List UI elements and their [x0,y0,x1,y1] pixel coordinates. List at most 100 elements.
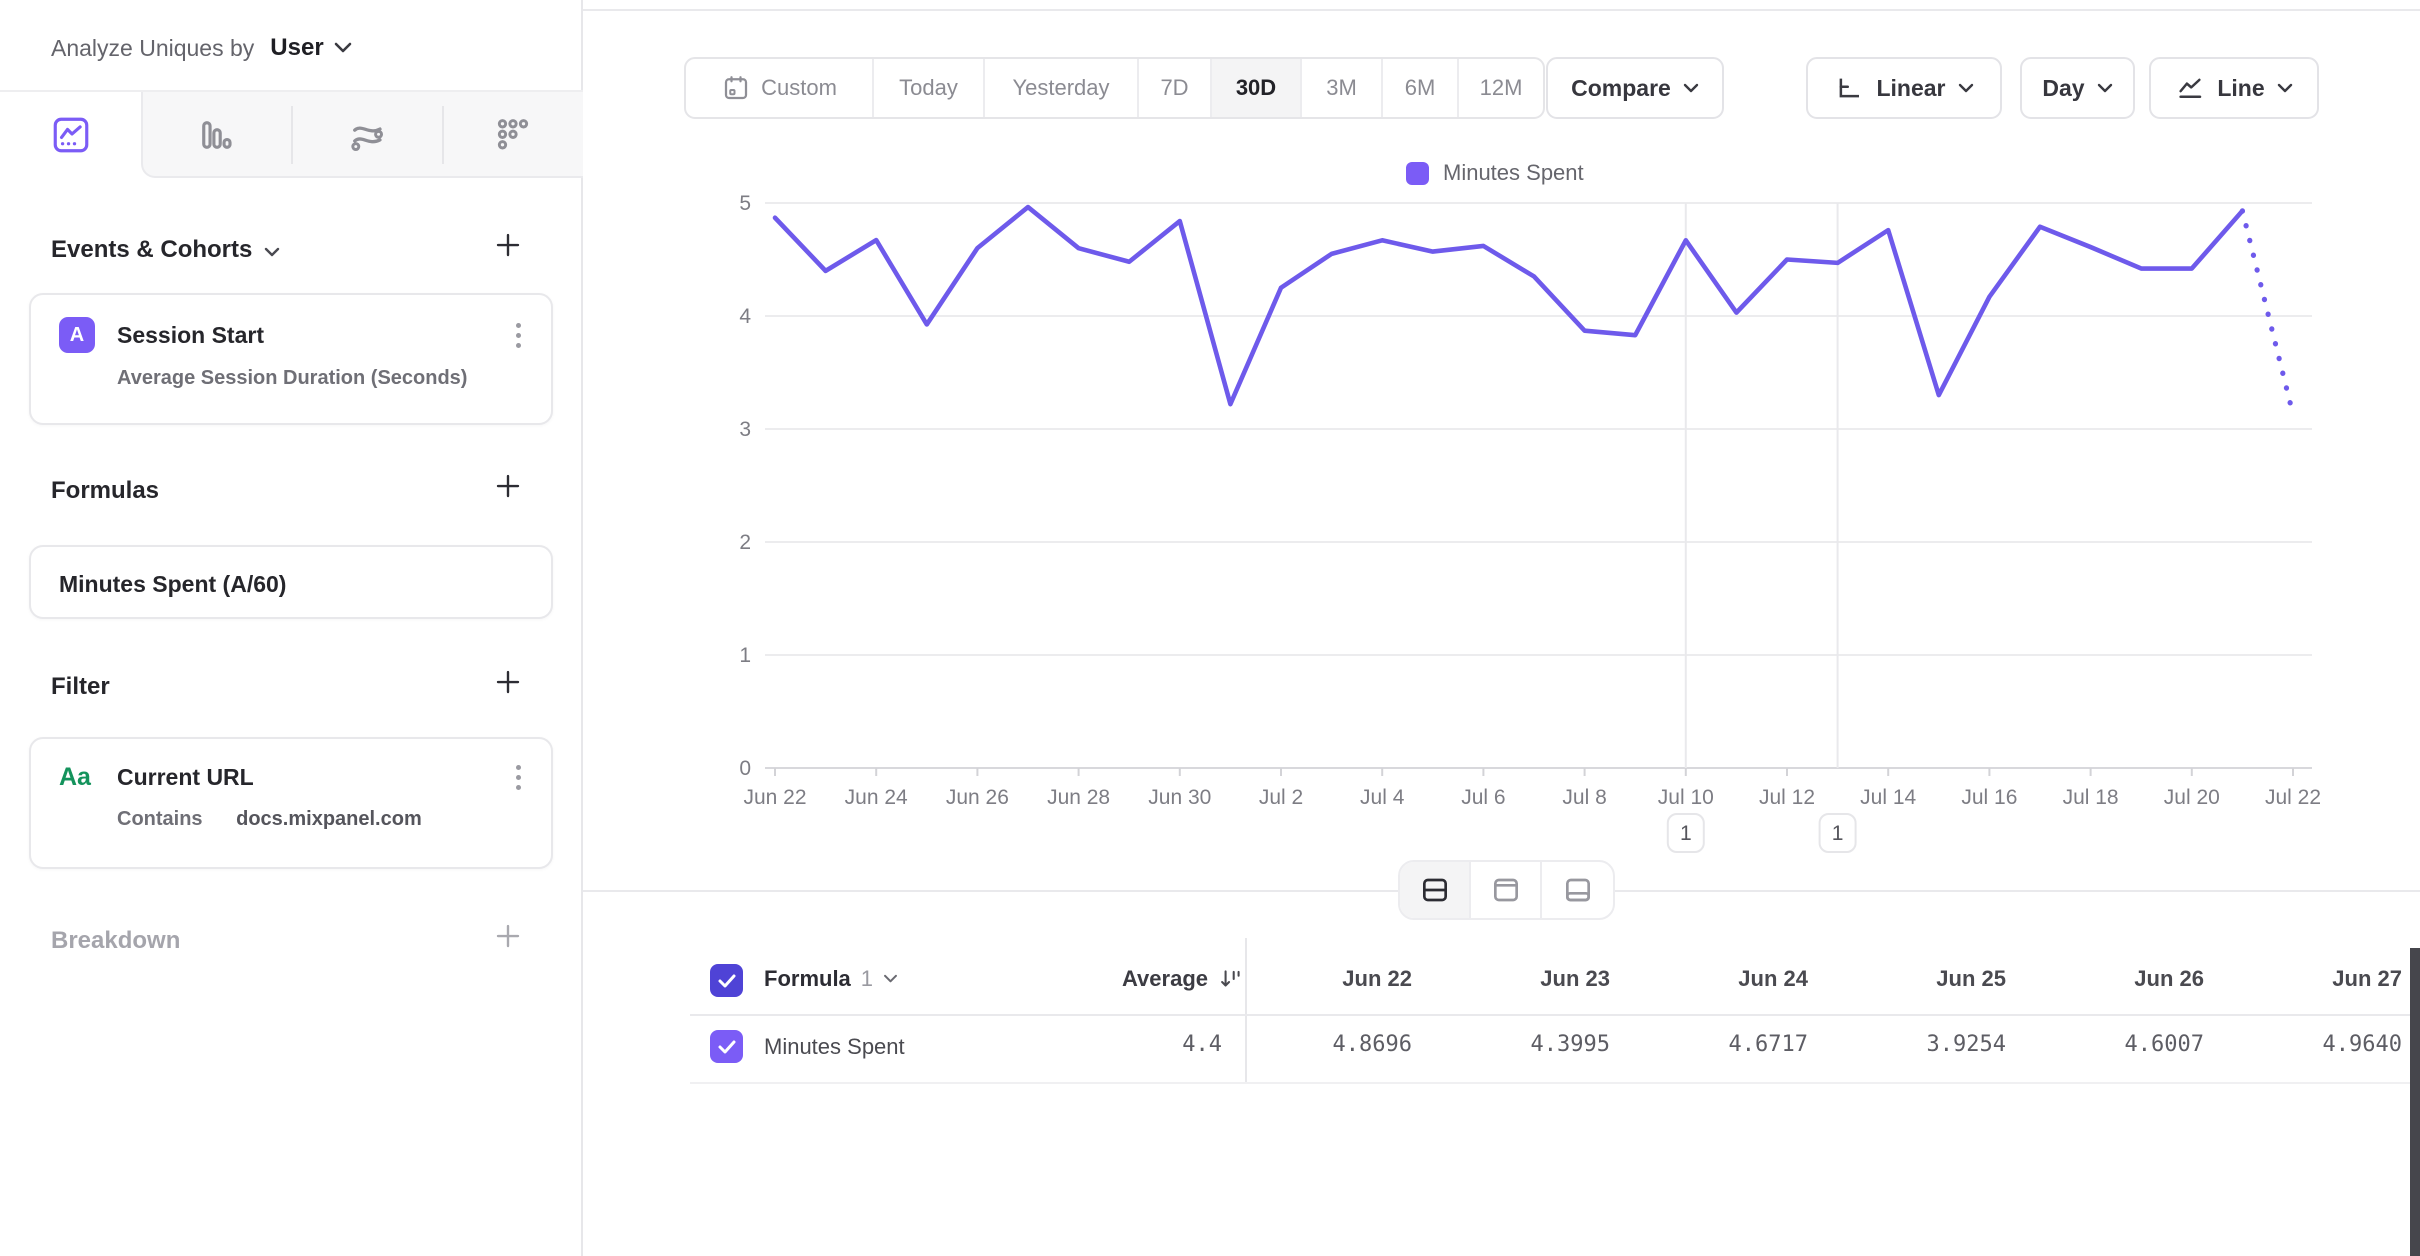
string-property-icon: Aa [59,763,91,791]
add-formula-button[interactable] [493,471,523,506]
filter-operator[interactable]: Contains [117,808,203,830]
formula-group-header[interactable]: Formula 1 [764,966,898,992]
date-range-7d[interactable]: 7D [1139,59,1212,117]
chart-type-dropdown[interactable]: Line [2149,57,2319,119]
tab-flow[interactable] [291,92,442,178]
table-cell-value-jun-25: 3.9254 [1926,1032,2006,1057]
table-horizontal-scrollbar[interactable] [2410,948,2420,1256]
date-range-12m[interactable]: 12M [1459,59,1543,117]
table-header-divider [690,1014,2420,1016]
chevron-down-icon [2097,83,2112,92]
filter-value[interactable]: docs.mixpanel.com [236,808,422,830]
chevron-down-icon[interactable] [264,247,280,258]
y-axis-label: 1 [739,644,751,667]
date-range-yesterday[interactable]: Yesterday [985,59,1139,117]
date-range-custom[interactable]: Custom [686,59,874,117]
linear-axis-icon [1840,78,1860,98]
y-axis-label: 4 [739,305,751,328]
events-cohorts-title: Events & Cohorts [51,236,253,263]
layout-table-only-button[interactable] [1542,862,1613,918]
date-range-label: 12M [1479,75,1523,100]
tab-divider [442,106,444,164]
date-range-label: 3M [1326,75,1357,100]
date-range-6m[interactable]: 6M [1383,59,1459,117]
add-breakdown-button[interactable] [493,921,523,956]
x-axis-label: Jul 16 [1961,786,2017,809]
layout-split-view-button[interactable] [1400,862,1471,918]
y-axis-label: 5 [739,192,751,215]
filter-options-kebab-icon[interactable] [510,761,527,794]
event-card-session-start[interactable]: A Session Start Average Session Duration… [29,293,553,425]
date-range-3m[interactable]: 3M [1302,59,1383,117]
query-builder-sidebar: Analyze Uniques by User [0,0,583,1256]
line-type-icon [2179,78,2202,98]
tab-retention-grid[interactable] [442,92,583,178]
x-axis-label: Jun 24 [845,786,908,809]
tab-line-chart[interactable] [0,92,141,178]
date-range-label: Custom [761,75,837,100]
filter-condition[interactable]: Contains docs.mixpanel.com [31,794,551,857]
add-filter-button[interactable] [493,667,523,702]
layout-chart-only-button[interactable] [1471,862,1542,918]
series-row-name: Minutes Spent [764,1034,905,1059]
top-divider [0,9,2420,11]
select-all-checkbox[interactable] [710,964,743,997]
bottom-panel-icon [1565,878,1590,902]
scale-dropdown[interactable]: Linear [1806,57,2002,119]
analyze-uniques-value-dropdown[interactable]: User [270,34,324,61]
date-range-30d[interactable]: 30D [1212,59,1302,117]
series-average-value: 4.4 [1182,1032,1222,1057]
event-aggregation[interactable]: Average Session Duration (Seconds) [117,367,468,389]
table-cell-value-jun-24: 4.6717 [1728,1032,1808,1057]
table-column-header-jun-26[interactable]: Jun 26 [2134,966,2204,991]
chevron-down-icon [2277,83,2292,92]
check-icon [718,974,735,987]
tab-bar-chart[interactable] [141,92,291,178]
table-column-header-jun-25[interactable]: Jun 25 [1936,966,2006,991]
add-event-button[interactable] [493,230,523,265]
compare-button[interactable]: Compare [1546,57,1724,119]
series-line-minutes-spent [772,204,2245,407]
interval-dropdown[interactable]: Day [2020,57,2135,119]
chevron-down-icon [884,974,898,983]
table-column-header-jun-23[interactable]: Jun 23 [1540,966,1610,991]
date-range-today[interactable]: Today [874,59,985,117]
x-axis-label: Jul 12 [1759,786,1815,809]
table-column-header-jun-22[interactable]: Jun 22 [1342,966,1412,991]
table-column-header-jun-27[interactable]: Jun 27 [2332,966,2402,991]
compare-label: Compare [1571,74,1671,101]
filter-property-name: Current URL [117,764,254,790]
split-view-icon [1422,878,1447,902]
filter-section-header: Filter [51,670,531,701]
chevron-down-icon[interactable] [334,42,352,54]
date-range-label: 7D [1160,75,1189,100]
annotation-badge-count: 1 [1680,822,1692,845]
chart-legend[interactable]: Minutes Spent [1406,160,1584,186]
x-axis-label: Jun 22 [743,786,806,809]
sort-icon [1221,970,1240,987]
date-range-label: 6M [1404,75,1436,100]
check-icon [718,1040,735,1053]
formula-card-minutes-spent[interactable]: Minutes Spent (A/60) [29,545,553,619]
table-column-header-jun-24[interactable]: Jun 24 [1738,966,1808,991]
interval-label: Day [2042,74,2085,101]
average-column-header[interactable]: Average [980,966,1244,992]
plus-icon [496,670,520,694]
table-column-divider [1245,938,1247,1082]
filter-title: Filter [51,673,110,700]
series-checkbox[interactable] [710,1030,743,1063]
annotation-badge-2[interactable] [1818,813,1857,853]
line-chart-icon [53,117,88,153]
filter-card-current-url[interactable]: Aa Current URL Contains docs.mixpanel.co… [29,737,553,869]
x-axis-label: Jul 20 [2164,786,2220,809]
annotation-badge-1[interactable] [1666,813,1705,853]
event-options-kebab-icon[interactable] [510,319,527,352]
x-axis-label: Jul 22 [2265,786,2321,809]
legend-series-name: Minutes Spent [1443,160,1584,185]
table-cell-value-jun-27: 4.9640 [2322,1032,2402,1057]
formulas-title: Formulas [51,477,160,504]
x-axis-label: Jun 26 [946,786,1009,809]
x-axis-label: Jul 2 [1259,786,1303,809]
legend-swatch [1406,161,1429,185]
table-cell-value-jun-23: 4.3995 [1530,1032,1610,1057]
